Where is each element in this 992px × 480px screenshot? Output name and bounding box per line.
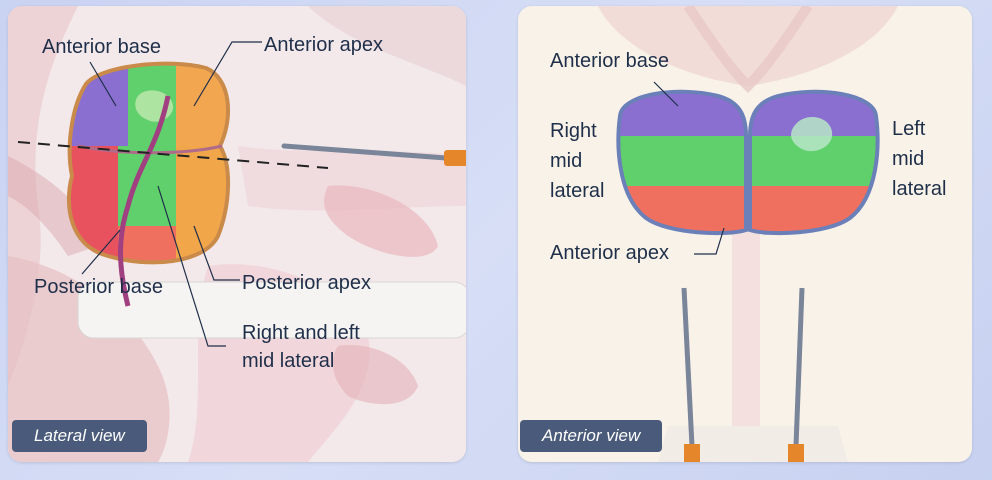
label-mid-lateral-line2: mid lateral: [242, 350, 335, 372]
bladder-wall-shape: [308, 6, 466, 86]
anterior-anatomy-illustration: [518, 6, 972, 462]
organ-shape: [324, 185, 438, 257]
tissue-shape: [8, 256, 170, 462]
label-right-mid-lateral-1: Right: [550, 120, 597, 142]
ultrasound-probe: [77, 281, 466, 339]
label-posterior-apex: Posterior apex: [242, 272, 371, 294]
needle-hub-left: [684, 444, 700, 462]
leader-anterior-base-ant: [653, 81, 679, 107]
label-left-mid-lateral-1: Left: [892, 118, 926, 140]
gland-outline: [66, 61, 231, 265]
dashed-plane-line: [17, 141, 329, 169]
label-posterior-base: Posterior base: [34, 276, 163, 298]
label-left-mid-lateral-2: mid: [892, 148, 925, 170]
label-anterior-base: Anterior base: [42, 36, 161, 58]
urethra-lower: [732, 226, 760, 462]
bladder-shape: [598, 6, 898, 86]
organ-shape-lower: [332, 345, 418, 405]
label-right-mid-lateral-3: lateral: [550, 180, 605, 202]
lateral-view-tag: Lateral view: [12, 420, 147, 452]
needle-hub: [444, 150, 466, 166]
left-lobe: [750, 91, 878, 234]
right-mid-lateral-zone: [618, 136, 746, 186]
label-right-mid-lateral-2: mid: [550, 150, 583, 172]
biopsy-needle: [281, 143, 449, 161]
label-anterior-apex: Anterior apex: [264, 34, 383, 56]
label-mid-lateral-line1: Right and left: [242, 322, 360, 344]
lateral-view-panel: Anterior base Anterior apex Posterior ba…: [8, 6, 466, 462]
leader-posterior-base: [81, 229, 121, 275]
lateral-anatomy-illustration: [8, 6, 466, 462]
label-left-mid-lateral-3: lateral: [892, 178, 947, 200]
anterior-view-tag: Anterior view: [520, 420, 663, 452]
label-anterior-apex-ant: Anterior apex: [550, 242, 669, 264]
anterior-view-panel: Anterior base Right mid lateral Left mid…: [518, 6, 972, 462]
tissue-band: [238, 146, 466, 211]
leader-anterior-apex: [193, 41, 262, 107]
leader-anterior-base: [89, 61, 117, 107]
leader-anterior-apex-ant: [694, 227, 725, 255]
needle-hub-right: [788, 444, 804, 462]
leader-posterior-apex: [193, 225, 240, 281]
needle-right: [793, 287, 805, 447]
needle-left: [681, 287, 695, 447]
label-anterior-base-ant: Anterior base: [550, 50, 669, 72]
leader-mid-lateral: [157, 185, 226, 347]
urethra: [118, 95, 171, 307]
lesion-spot: [791, 117, 833, 152]
